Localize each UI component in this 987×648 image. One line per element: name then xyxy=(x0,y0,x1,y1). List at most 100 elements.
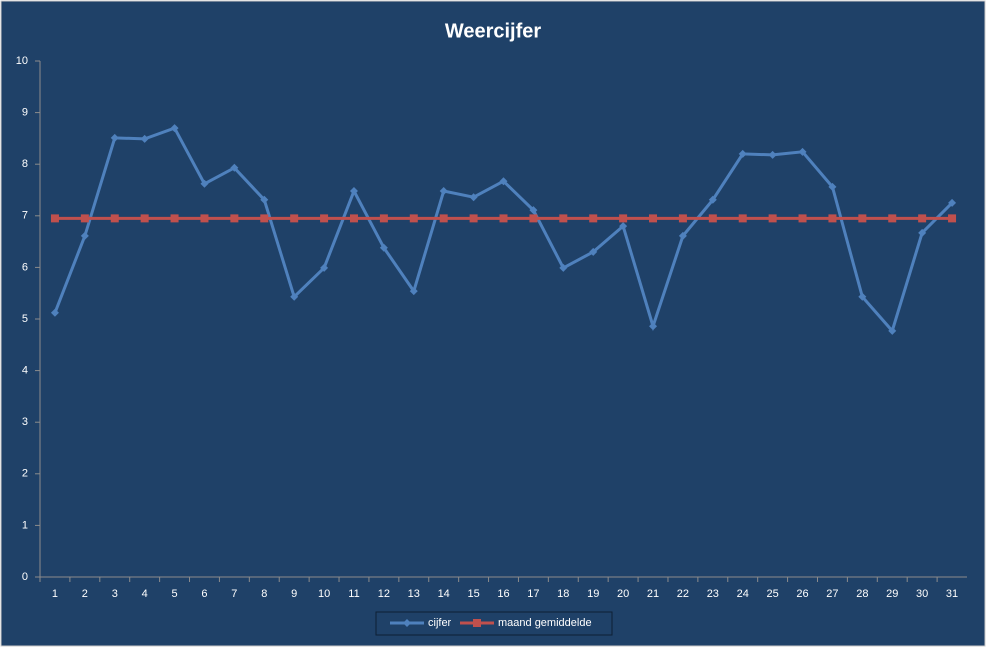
y-tick-label: 8 xyxy=(22,158,28,170)
marker xyxy=(439,187,448,196)
x-tick-label: 16 xyxy=(497,588,509,600)
x-tick-label: 12 xyxy=(378,588,390,600)
x-tick-label: 9 xyxy=(291,588,297,600)
x-tick-label: 3 xyxy=(112,588,118,600)
y-tick-label: 10 xyxy=(16,55,28,67)
marker xyxy=(738,149,747,158)
x-tick-label: 14 xyxy=(438,588,450,600)
marker xyxy=(379,214,388,223)
x-tick-label: 27 xyxy=(826,588,838,600)
marker xyxy=(828,214,837,223)
marker xyxy=(110,133,119,142)
marker xyxy=(473,619,481,627)
x-tick-label: 5 xyxy=(172,588,178,600)
marker xyxy=(260,195,269,204)
marker xyxy=(768,150,777,159)
y-tick-label: 3 xyxy=(22,416,28,428)
marker xyxy=(858,214,867,223)
marker xyxy=(230,163,239,172)
x-tick-label: 23 xyxy=(707,588,719,600)
y-tick-label: 4 xyxy=(22,365,28,377)
marker xyxy=(469,193,478,202)
marker xyxy=(649,322,658,331)
marker xyxy=(349,214,358,223)
marker xyxy=(948,214,957,223)
y-tick-label: 7 xyxy=(22,210,28,222)
marker xyxy=(589,247,598,256)
x-tick-label: 4 xyxy=(142,588,148,600)
marker xyxy=(559,263,568,272)
x-tick-label: 17 xyxy=(527,588,539,600)
x-tick-label: 13 xyxy=(408,588,420,600)
marker xyxy=(619,222,628,231)
marker xyxy=(918,214,927,223)
x-tick-label: 18 xyxy=(557,588,569,600)
y-tick-label: 2 xyxy=(22,468,28,480)
marker xyxy=(200,214,209,223)
y-tick-label: 0 xyxy=(22,571,28,583)
marker xyxy=(50,214,59,223)
y-tick-label: 5 xyxy=(22,313,28,325)
marker xyxy=(918,228,927,237)
marker xyxy=(708,214,717,223)
x-tick-label: 28 xyxy=(856,588,868,600)
chart-title: Weercijfer xyxy=(445,20,542,42)
x-tick-label: 26 xyxy=(796,588,808,600)
marker xyxy=(230,214,239,223)
marker xyxy=(260,214,269,223)
marker xyxy=(948,198,957,207)
marker xyxy=(200,179,209,188)
x-tick-label: 25 xyxy=(767,588,779,600)
x-tick-label: 22 xyxy=(677,588,689,600)
x-tick-label: 6 xyxy=(201,588,207,600)
marker xyxy=(80,231,89,240)
marker xyxy=(649,214,658,223)
marker xyxy=(469,214,478,223)
marker xyxy=(349,187,358,196)
marker xyxy=(409,287,418,296)
x-tick-label: 1 xyxy=(52,588,58,600)
x-tick-label: 21 xyxy=(647,588,659,600)
marker xyxy=(320,214,329,223)
marker xyxy=(110,214,119,223)
marker xyxy=(170,214,179,223)
x-tick-label: 8 xyxy=(261,588,267,600)
x-tick-label: 24 xyxy=(737,588,749,600)
marker xyxy=(678,214,687,223)
marker xyxy=(409,214,418,223)
marker xyxy=(708,195,717,204)
marker xyxy=(559,214,568,223)
marker xyxy=(619,214,628,223)
marker xyxy=(50,308,59,317)
marker xyxy=(798,147,807,156)
x-tick-label: 7 xyxy=(231,588,237,600)
marker xyxy=(888,214,897,223)
legend-label: cijfer xyxy=(428,617,452,629)
marker xyxy=(403,619,411,627)
marker xyxy=(858,292,867,301)
y-tick-label: 6 xyxy=(22,261,28,273)
marker xyxy=(140,134,149,143)
marker xyxy=(828,182,837,191)
x-tick-label: 31 xyxy=(946,588,958,600)
marker xyxy=(439,214,448,223)
legend-label: maand gemiddelde xyxy=(498,617,592,629)
marker xyxy=(499,177,508,186)
marker xyxy=(170,124,179,133)
x-tick-label: 20 xyxy=(617,588,629,600)
marker xyxy=(589,214,598,223)
marker xyxy=(80,214,89,223)
marker xyxy=(678,231,687,240)
legend-box xyxy=(375,611,613,636)
x-tick-label: 11 xyxy=(348,588,359,600)
marker xyxy=(768,214,777,223)
x-tick-label: 30 xyxy=(916,588,928,600)
x-tick-label: 19 xyxy=(587,588,599,600)
marker xyxy=(529,214,538,223)
marker xyxy=(290,292,299,301)
marker xyxy=(798,214,807,223)
marker xyxy=(499,214,508,223)
